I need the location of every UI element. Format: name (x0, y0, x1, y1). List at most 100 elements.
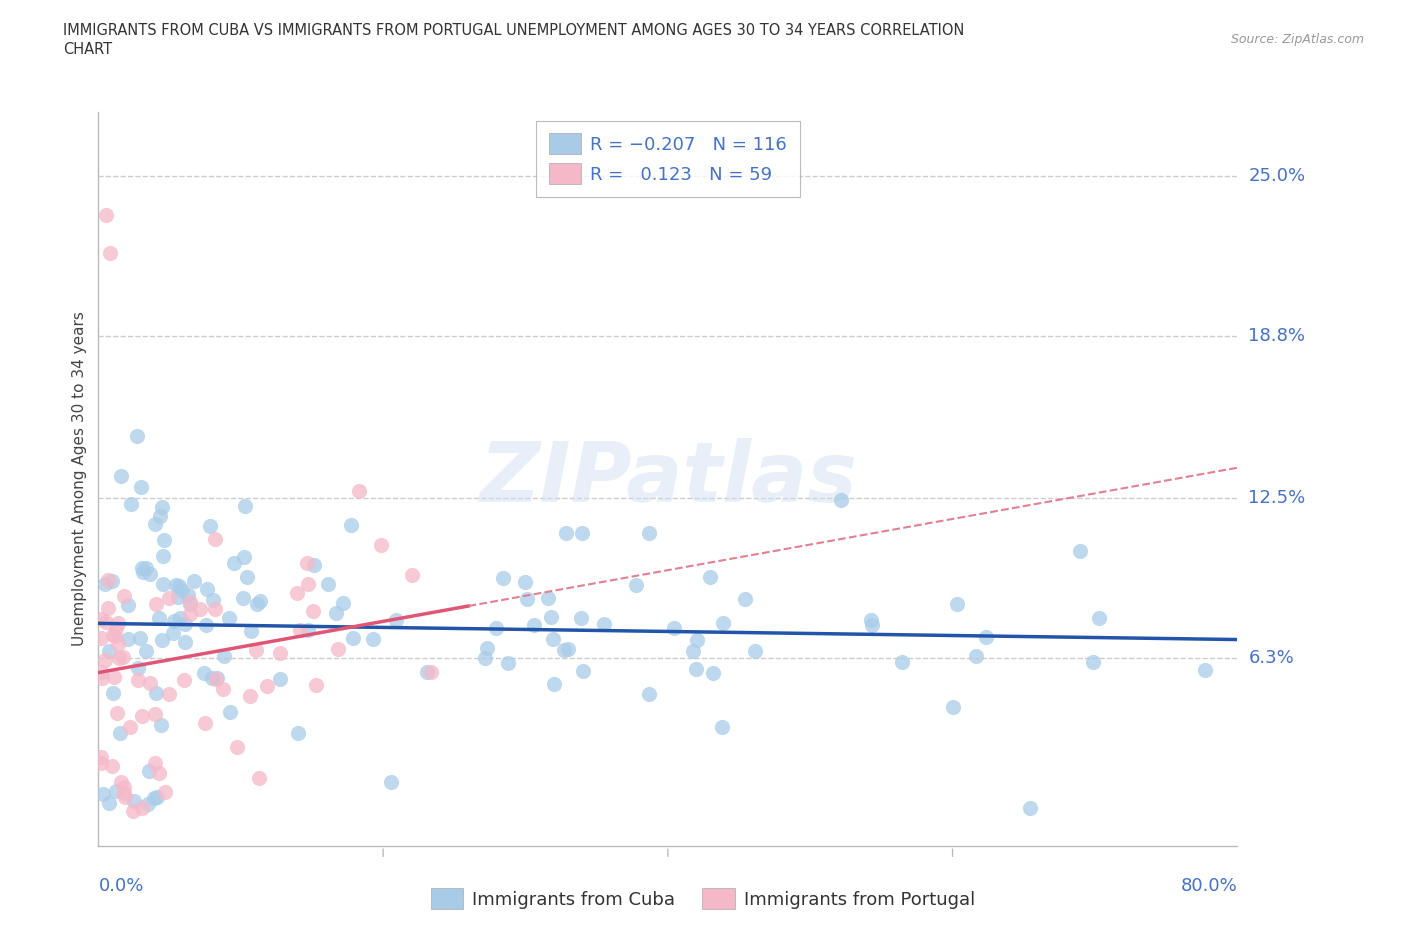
Point (101, 573, 124, 588)
Point (256, 679, 278, 694)
Point (150, 632, 173, 647)
Point (112, 786, 135, 801)
Point (143, 755, 166, 770)
Point (173, 673, 195, 688)
Point (143, 790, 166, 805)
Point (162, 614, 184, 629)
Point (94, 653, 117, 668)
Point (129, 480, 152, 495)
Point (543, 677, 565, 692)
Point (212, 682, 235, 697)
Point (233, 498, 256, 513)
Point (942, 699, 965, 714)
Point (173, 634, 195, 649)
Text: 12.5%: 12.5% (1249, 489, 1306, 507)
Point (120, 497, 142, 512)
Point (325, 605, 347, 620)
Point (117, 597, 139, 612)
Point (860, 612, 883, 627)
Point (239, 624, 262, 639)
Point (177, 588, 200, 603)
Point (112, 650, 135, 665)
Point (295, 556, 318, 571)
Point (194, 618, 217, 632)
Point (94, 577, 117, 591)
Point (401, 567, 423, 582)
Point (127, 660, 149, 675)
Point (188, 602, 211, 617)
Point (112, 780, 135, 795)
Point (361, 631, 384, 646)
Point (492, 570, 515, 585)
Point (205, 671, 228, 686)
Point (204, 602, 226, 617)
Point (965, 649, 987, 664)
Text: 0.0%: 0.0% (98, 877, 143, 895)
Point (98, 644, 121, 658)
Point (131, 800, 153, 815)
Point (302, 604, 325, 618)
Point (91, 787, 114, 802)
Point (105, 784, 128, 799)
Point (183, 574, 205, 589)
Point (297, 577, 319, 591)
Point (152, 549, 174, 564)
Point (328, 642, 350, 657)
Point (170, 582, 193, 597)
Point (516, 591, 538, 606)
Point (1069, 543, 1091, 558)
Y-axis label: Unemployment Among Ages 30 to 34 years: Unemployment Among Ages 30 to 34 years (72, 312, 87, 646)
Point (179, 597, 201, 612)
Point (890, 655, 912, 670)
Point (496, 656, 519, 671)
Point (236, 570, 259, 585)
Point (157, 590, 180, 604)
Point (1194, 662, 1216, 677)
Point (107, 637, 129, 652)
Point (269, 645, 291, 660)
Point (110, 775, 132, 790)
Point (541, 632, 564, 647)
Point (107, 616, 129, 631)
Point (165, 578, 187, 592)
Point (143, 707, 166, 722)
Point (117, 631, 139, 646)
Point (193, 665, 215, 680)
Point (195, 581, 218, 596)
Text: 80.0%: 80.0% (1181, 877, 1237, 895)
Point (94, 207, 117, 222)
Point (139, 676, 162, 691)
Point (153, 784, 176, 799)
Point (420, 665, 443, 680)
Point (150, 499, 173, 514)
Text: IMMIGRANTS FROM CUBA VS IMMIGRANTS FROM PORTUGAL UNEMPLOYMENT AMONG AGES 30 TO 3: IMMIGRANTS FROM CUBA VS IMMIGRANTS FROM … (63, 23, 965, 38)
Point (540, 610, 562, 625)
Point (572, 663, 595, 678)
Point (148, 765, 170, 780)
Point (974, 630, 997, 644)
Point (90, 611, 112, 626)
Point (342, 631, 364, 645)
Point (1081, 654, 1104, 669)
Point (711, 615, 734, 630)
Point (946, 596, 969, 611)
Point (120, 720, 142, 735)
Point (179, 606, 201, 621)
Point (385, 612, 408, 627)
Point (569, 611, 592, 626)
Point (90, 665, 112, 680)
Point (97, 796, 120, 811)
Point (744, 644, 766, 658)
Legend: R = −0.207   N = 116, R =   0.123   N = 59: R = −0.207 N = 116, R = 0.123 N = 59 (536, 121, 800, 196)
Point (484, 620, 506, 635)
Point (734, 591, 756, 606)
Point (105, 706, 128, 721)
Point (380, 775, 402, 790)
Point (332, 596, 354, 611)
Point (204, 531, 226, 546)
Point (131, 561, 153, 576)
Point (105, 621, 128, 636)
Point (702, 666, 724, 681)
Point (167, 578, 190, 593)
Point (682, 644, 704, 658)
